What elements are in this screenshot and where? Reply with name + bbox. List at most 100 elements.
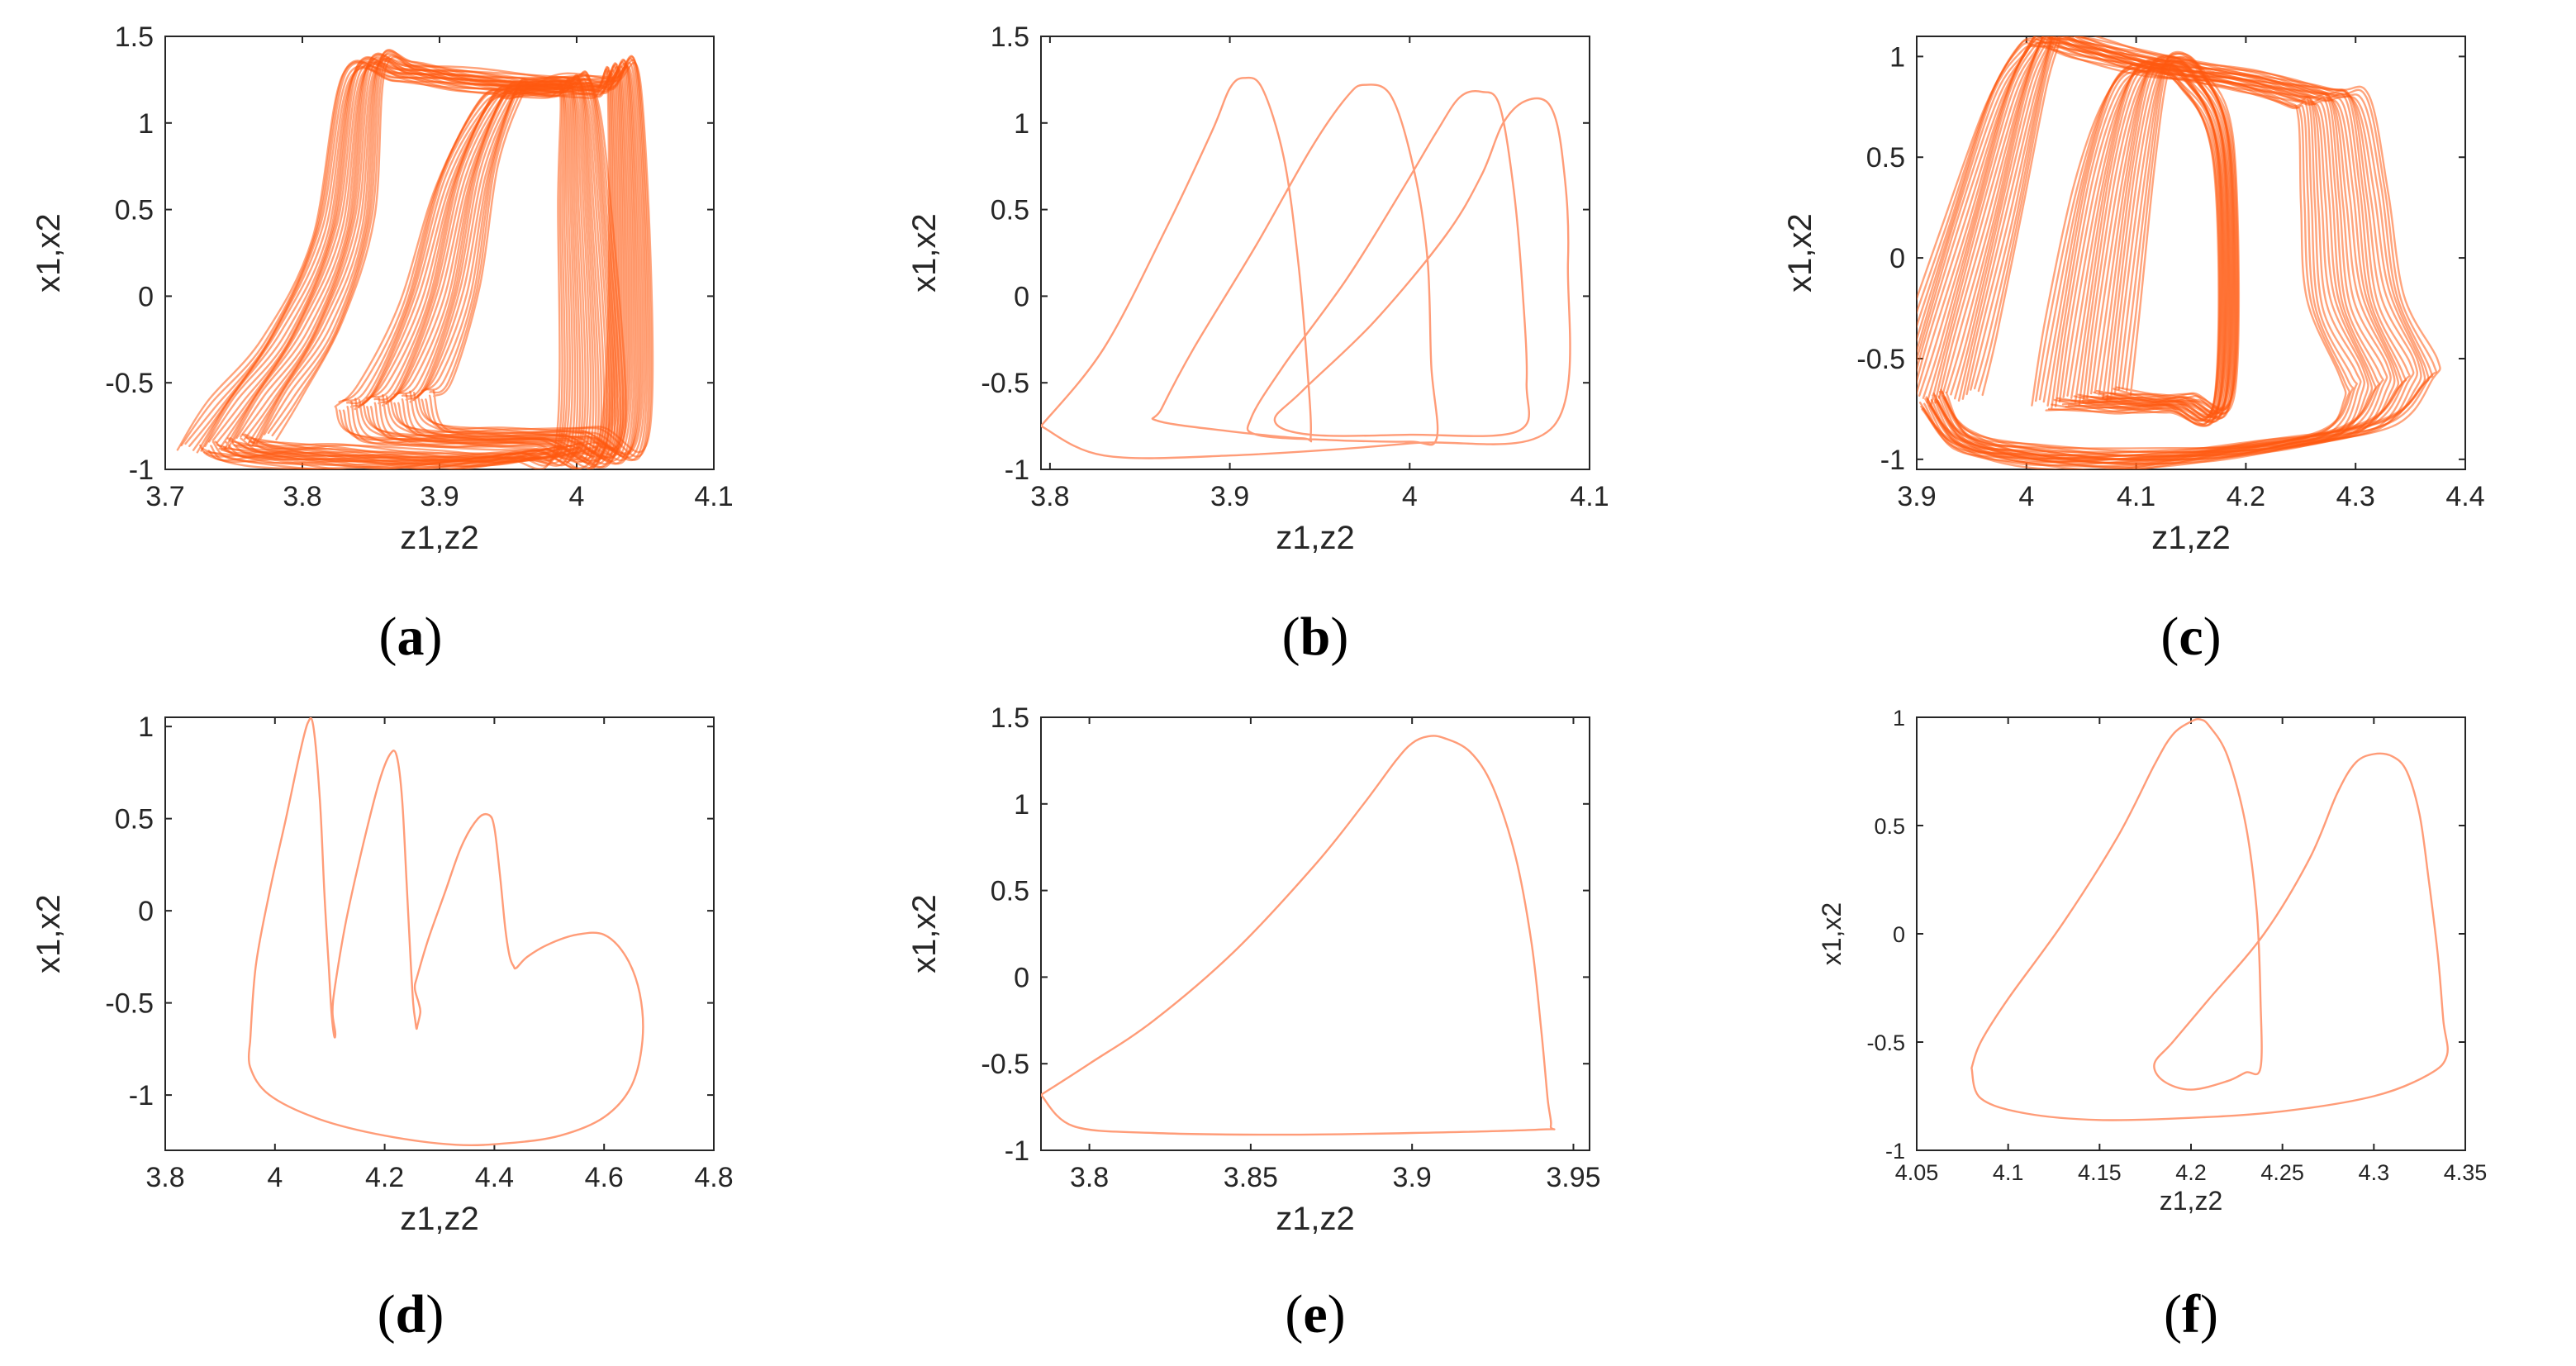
x-tick-label: 3.85 (1224, 1162, 1278, 1193)
y-tick-label: 1 (138, 108, 154, 140)
x-axis-label: z1,z2 (400, 1201, 479, 1237)
trajectory-line (2113, 55, 2240, 412)
y-tick-label: -1 (1880, 445, 1905, 476)
y-tick-label: -0.5 (1866, 1030, 1905, 1055)
y-tick-label: 0.5 (115, 804, 154, 835)
panel-caption: (e) (1285, 1284, 1345, 1345)
x-tick-label: 3.8 (145, 1162, 184, 1193)
x-tick-label: 4.1 (694, 481, 733, 512)
x-tick-label: 3.9 (1393, 1162, 1432, 1193)
x-tick-label: 3.9 (1210, 481, 1249, 512)
trajectory-line (2098, 59, 2236, 421)
x-tick-label: 4.1 (2117, 481, 2155, 512)
trajectory-line (2074, 66, 2229, 421)
y-tick-label: -1 (129, 455, 154, 486)
y-axis-label: x1,x2 (1817, 902, 1846, 965)
x-tick-label: 4.1 (1993, 1160, 2024, 1185)
trajectory-line (1917, 42, 2355, 469)
x-tick-label: 4.6 (585, 1162, 624, 1193)
trajectory-group (1917, 36, 2441, 469)
trajectory-group (1041, 735, 1556, 1136)
trajectory-line (2115, 59, 2241, 415)
y-tick-label: -0.5 (105, 988, 154, 1020)
caption-letter: a (397, 607, 425, 667)
x-tick-label: 3.9 (1897, 481, 1936, 512)
caption-close: ) (1330, 607, 1348, 667)
y-tick-label: -0.5 (981, 368, 1029, 399)
y-axis-label: x1,x2 (906, 894, 943, 973)
x-axis-label: z1,z2 (1276, 1201, 1355, 1237)
y-tick-label: 0.5 (991, 876, 1029, 907)
y-tick-label: 0 (1014, 281, 1029, 312)
trajectory-line (1944, 36, 2438, 454)
x-tick-label: 4.25 (2260, 1160, 2304, 1185)
y-tick-label: 1 (138, 712, 154, 743)
panel-d: 3.8 4 4.2 4.4 4.6 4.8 -1 -0.5 0 0.5 1 z1,z2 x1,x2 (d) (31, 712, 734, 1345)
y-tick-label: -0.5 (981, 1049, 1029, 1080)
y-tick-label: 0 (1889, 243, 1905, 274)
trajectory-line (428, 59, 652, 458)
plot-frame (164, 716, 715, 1151)
caption-open: ( (379, 607, 397, 667)
y-axis-label: x1,x2 (1782, 213, 1818, 293)
y-axis-label: x1,x2 (31, 894, 67, 973)
y-tick-label: 0 (1014, 962, 1029, 993)
panel-c: 3.9 4 4.1 4.2 4.3 4.4 -1 -0.5 0 0.5 1 z1,z2 x1,x2 (c) (1782, 36, 2485, 667)
x-tick-label: 4 (267, 1162, 283, 1193)
y-tick-label: 1.5 (991, 21, 1029, 53)
trajectory-line (1041, 735, 1556, 1136)
caption-letter: f (2182, 1284, 2201, 1345)
y-tick-label: 0.5 (1874, 814, 1905, 839)
plot-frame (1916, 716, 2466, 1151)
x-axis-label: z1,z2 (2151, 520, 2231, 556)
trajectory-line (247, 717, 644, 1147)
caption-letter: d (396, 1284, 426, 1345)
trajectory-line (1041, 76, 1571, 459)
y-tick-label: 0.5 (991, 195, 1029, 226)
caption-close: ) (425, 1284, 444, 1345)
panel-a: 3.7 3.8 3.9 4 4.1 -1 -0.5 0 0.5 1 1.5 z1,z2 x1,x2 (a) (31, 21, 734, 667)
trajectory-line (1945, 36, 2441, 450)
panel-e: 3.8 3.85 3.9 3.95 -1 -0.5 0 0.5 1 1.5 z1,z2 x1,x2 (e… (906, 702, 1601, 1345)
trajectory-line (1918, 38, 2381, 466)
trajectory-line (2095, 62, 2235, 418)
y-tick-label: 0 (138, 281, 154, 312)
panel-f: 4.05 4.1 4.15 4.2 4.25 4.3 4.35 -1 -0.5 0 0.5 1 z1,z… (1817, 706, 2487, 1345)
x-tick-label: 3.7 (145, 481, 184, 512)
trajectory-line (2104, 52, 2237, 416)
y-tick-label: 0 (1893, 922, 1905, 947)
y-tick-label: -0.5 (1856, 344, 1905, 375)
x-tick-label: 4.2 (2175, 1160, 2207, 1185)
caption-letter: c (2179, 607, 2203, 667)
y-tick-label: -1 (1885, 1139, 1905, 1164)
y-tick-label: 1.5 (115, 21, 154, 53)
x-tick-label: 4.1 (1570, 481, 1609, 512)
trajectory-line (252, 56, 627, 460)
caption-open: ( (2160, 607, 2179, 667)
caption-close: ) (425, 607, 443, 667)
trajectory-line (2109, 52, 2239, 409)
trajectory-line (1941, 36, 2426, 460)
x-tick-label: 4.4 (475, 1162, 514, 1193)
x-tick-label: 4.05 (1895, 1160, 1939, 1185)
x-tick-label: 4.3 (2336, 481, 2375, 512)
y-tick-label: -1 (1005, 455, 1029, 486)
trajectory-line (1943, 36, 2434, 459)
caption-open: ( (1282, 607, 1300, 667)
x-tick-label: 4.2 (2227, 481, 2265, 512)
x-tick-label: 4.3 (2359, 1160, 2390, 1185)
caption-close: ) (1328, 1284, 1346, 1345)
plot-frame (1040, 36, 1590, 470)
panel-b: 3.8 3.9 4 4.1 -1 -0.5 0 0.5 1 1.5 z1,z2 x1,x2 (b) (906, 21, 1609, 667)
x-axis-label: z1,z2 (1276, 520, 1355, 556)
caption-letter: b (1300, 607, 1331, 667)
trajectory-group (247, 717, 644, 1147)
x-tick-label: 4 (2018, 481, 2034, 512)
x-tick-label: 4.2 (365, 1162, 404, 1193)
y-tick-label: 1 (1893, 706, 1905, 731)
panel-caption: (d) (378, 1284, 444, 1345)
trajectory-line (432, 61, 654, 454)
trajectory-line (1970, 718, 2449, 1121)
y-tick-label: -1 (1005, 1135, 1029, 1167)
